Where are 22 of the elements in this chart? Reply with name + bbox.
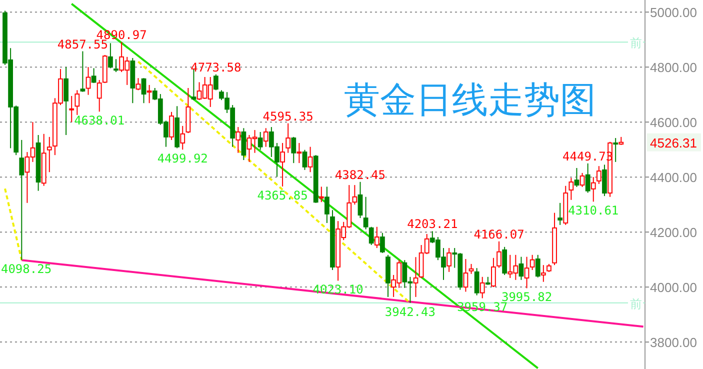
y-tick-label: 5000.00: [650, 5, 697, 20]
ref-line-label: 前: [630, 296, 642, 311]
annotation: 4023.10: [312, 282, 364, 297]
y-tick-label: 3800.00: [650, 335, 697, 350]
annotation: 4310.61: [568, 204, 619, 218]
y-tick-label: 4800.00: [650, 60, 697, 76]
text: 黄金日线走势图: [344, 80, 596, 121]
annotation: 3942.43: [384, 304, 436, 319]
annotation: 4638.01: [74, 114, 125, 128]
annotation: 4382.45: [334, 168, 386, 182]
y-tick-label: 4400.00: [650, 170, 697, 186]
ref-line-label: 前: [630, 36, 642, 50]
annotation: 4098.25: [1, 262, 52, 276]
annotation: 4773.58: [190, 60, 242, 74]
text: 4526.31: [650, 135, 697, 150]
annotation: 4595.35: [262, 109, 314, 124]
y-tick-label: 4600.00: [650, 115, 697, 130]
y-tick-label: 4000.00: [650, 280, 697, 296]
annotation: 4203.21: [407, 217, 458, 232]
annotation: 4499.92: [157, 152, 208, 166]
y-tick-label: 4200.00: [650, 225, 697, 240]
annotation: 4166.07: [474, 227, 524, 242]
